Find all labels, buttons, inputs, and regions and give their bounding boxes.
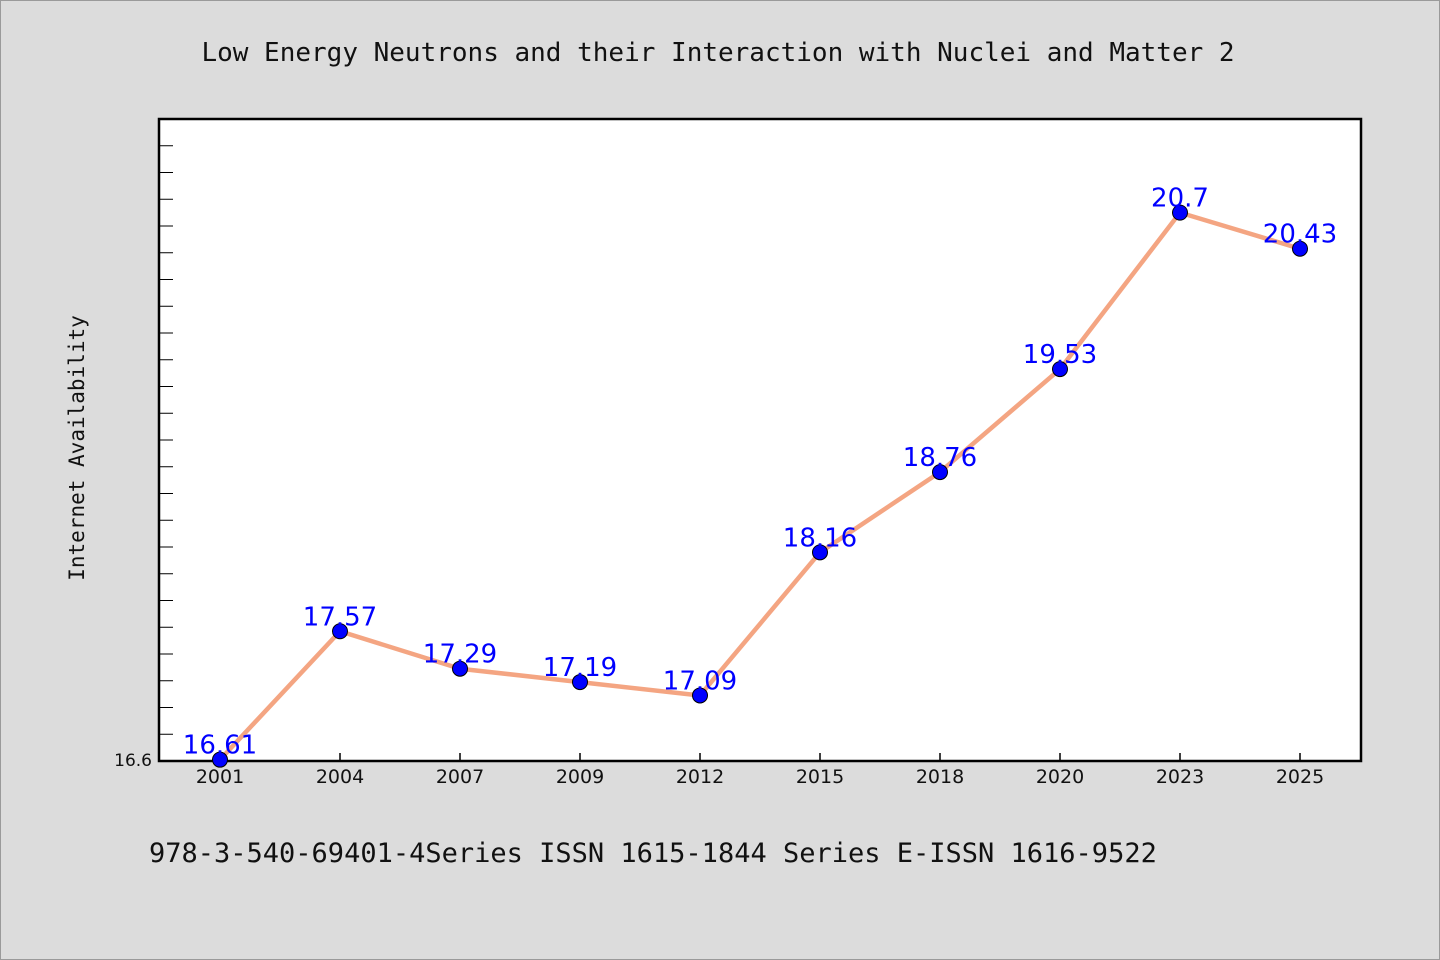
data-point (692, 687, 708, 704)
data-label: 18.16 (783, 523, 857, 553)
y-axis-ticks (159, 145, 173, 762)
x-tick-label: 2012 (676, 766, 724, 788)
data-point (1292, 240, 1308, 257)
x-axis-tick-labels: 2001 2004 2007 2009 2012 2015 2018 2020 2023 2025 (196, 766, 1324, 788)
data-label: 20.7 (1151, 184, 1209, 214)
x-tick-label: 2015 (796, 766, 844, 788)
x-tick-label: 2007 (436, 766, 484, 788)
data-point (932, 464, 948, 481)
series-markers (212, 204, 1308, 768)
data-point (812, 544, 828, 561)
x-tick-label: 2020 (1036, 766, 1084, 788)
plot-area (157, 117, 1363, 763)
chart-title: Low Energy Neutrons and their Interactio… (201, 38, 1234, 68)
data-label: 19.53 (1023, 340, 1097, 370)
data-label: 17.09 (663, 666, 737, 696)
x-tick-label: 2018 (916, 766, 964, 788)
data-label: 20.43 (1263, 220, 1337, 250)
data-point (332, 623, 348, 640)
x-tick-label: 2004 (316, 766, 364, 788)
x-tick-label: 2025 (1276, 766, 1324, 788)
data-label: 16.61 (183, 731, 257, 761)
data-point (1172, 204, 1188, 221)
data-label: 17.19 (543, 653, 617, 683)
data-labels: 16.61 17.57 17.29 17.19 17.09 18.16 18.76 19.53… (183, 184, 1337, 761)
series-line (218, 210, 1301, 762)
data-label: 17.57 (303, 602, 377, 632)
data-point (212, 751, 228, 768)
data-point (1052, 361, 1068, 378)
x-tick-label: 2001 (196, 766, 244, 788)
data-point (572, 674, 588, 691)
y-axis-label: Internet Availability (65, 315, 89, 581)
x-tick-label: 2023 (1156, 766, 1204, 788)
footer-text: 978-3-540-69401-4Series ISSN 1615-1844 S… (149, 838, 1157, 869)
data-label: 18.76 (903, 443, 977, 473)
y-tick-label: 16.6 (114, 751, 152, 771)
data-label: 17.29 (423, 640, 497, 670)
data-point (452, 660, 468, 677)
x-tick-label: 2009 (556, 766, 604, 788)
